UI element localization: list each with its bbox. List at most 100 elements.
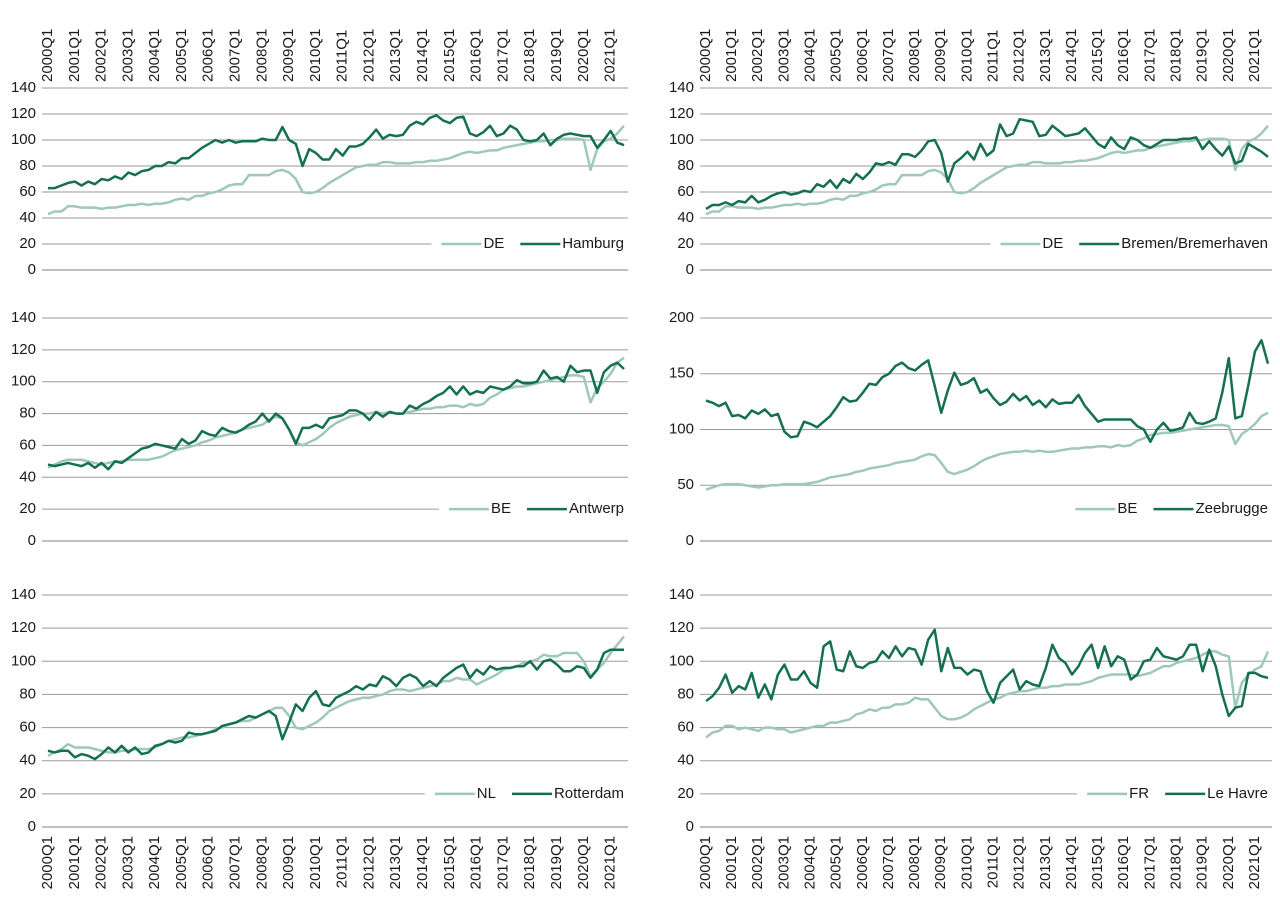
x-tick-label: 2013Q1 xyxy=(387,836,404,889)
x-tick-label: 2017Q1 xyxy=(494,836,511,889)
y-tick-label: 80 xyxy=(677,685,694,702)
x-tick-label: 2018Q1 xyxy=(521,836,538,889)
legend-label: DE xyxy=(1042,235,1063,252)
x-tick-label: 2006Q1 xyxy=(854,29,871,82)
series-line xyxy=(47,635,625,757)
x-tick-label: 2005Q1 xyxy=(828,836,845,889)
legend: BE Zeebrugge xyxy=(1065,498,1274,521)
x-tick-label: 2006Q1 xyxy=(854,836,871,889)
series-line xyxy=(705,650,1270,739)
x-tick-label: 2009Q1 xyxy=(932,29,949,82)
series-line xyxy=(47,356,625,469)
x-tick-label: 2017Q1 xyxy=(1141,836,1158,889)
x-tick-label: 2013Q1 xyxy=(387,29,404,82)
x-tick-label: 2019Q1 xyxy=(548,29,565,82)
x-tick-label: 2000Q1 xyxy=(697,29,714,82)
x-tick-label: 2018Q1 xyxy=(521,29,538,82)
x-tick-label: 2007Q1 xyxy=(227,29,244,82)
x-tick-label: 2011Q1 xyxy=(985,30,1002,82)
x-tick-label: 2013Q1 xyxy=(1037,29,1054,82)
y-tick-label: 100 xyxy=(11,373,36,390)
x-tick-label: 2003Q1 xyxy=(119,836,136,889)
x-tick-label: 2014Q1 xyxy=(414,836,431,889)
x-tick-label: 2020Q1 xyxy=(575,836,592,889)
y-tick-label: 50 xyxy=(677,476,694,493)
x-tick-label: 2006Q1 xyxy=(200,836,217,889)
x-tick-label: 2019Q1 xyxy=(1194,836,1211,889)
x-tick-label: 2012Q1 xyxy=(1011,836,1028,889)
legend-label: Le Havre xyxy=(1207,785,1268,802)
x-tick-label: 2019Q1 xyxy=(548,836,565,889)
legend-label: Bremen/Bremerhaven xyxy=(1121,235,1268,252)
x-tick-label: 2012Q1 xyxy=(360,29,377,82)
y-tick-label: 40 xyxy=(677,752,694,769)
series-line xyxy=(47,648,624,761)
x-tick-label: 2009Q1 xyxy=(932,836,949,889)
x-tick-label: 2005Q1 xyxy=(173,29,190,82)
series-line xyxy=(47,361,625,471)
legend-label: DE xyxy=(483,235,504,252)
x-tick-label: 2005Q1 xyxy=(173,836,190,889)
x-tick-label: 2017Q1 xyxy=(494,29,511,82)
y-tick-label: 60 xyxy=(19,183,36,200)
series-line xyxy=(705,117,1269,210)
x-tick-label: 2020Q1 xyxy=(1220,29,1237,82)
y-tick-label: 120 xyxy=(669,105,694,122)
x-tick-label: 2001Q1 xyxy=(723,29,740,82)
legend-label: FR xyxy=(1129,785,1149,802)
series-line xyxy=(705,339,1270,444)
y-tick-label: 20 xyxy=(19,235,36,252)
x-tick-label: 2000Q1 xyxy=(39,29,56,82)
y-tick-label: 100 xyxy=(11,652,36,669)
x-tick-label: 2010Q1 xyxy=(307,29,324,82)
y-tick-label: 140 xyxy=(11,79,36,96)
y-tick-label: 60 xyxy=(19,436,36,453)
x-tick-label: 2009Q1 xyxy=(280,29,297,82)
x-tick-label: 2010Q1 xyxy=(958,836,975,889)
x-tick-label: 2000Q1 xyxy=(697,836,714,889)
legend-label: Zeebrugge xyxy=(1195,500,1268,517)
x-tick-label: 2016Q1 xyxy=(468,29,485,82)
legend: DE Bremen/Bremerhaven xyxy=(990,232,1274,255)
y-tick-label: 200 xyxy=(669,309,694,326)
x-tick-label: 2008Q1 xyxy=(253,29,270,82)
y-tick-label: 40 xyxy=(677,209,694,226)
legend: NL Rotterdam xyxy=(424,782,630,805)
legend-label: BE xyxy=(1117,500,1137,517)
legend-label: Antwerp xyxy=(569,500,624,517)
x-tick-label: 2020Q1 xyxy=(575,29,592,82)
legend: BE Antwerp xyxy=(438,498,630,521)
y-tick-label: 0 xyxy=(28,818,36,835)
x-tick-label: 2014Q1 xyxy=(1063,29,1080,82)
x-tick-label: 2016Q1 xyxy=(1115,29,1132,82)
x-tick-label: 2015Q1 xyxy=(1089,29,1106,82)
x-tick-label: 2015Q1 xyxy=(1089,836,1106,889)
y-tick-label: 100 xyxy=(669,131,694,148)
legend-label: Hamburg xyxy=(562,235,624,252)
y-tick-label: 80 xyxy=(19,157,36,174)
y-tick-label: 80 xyxy=(677,157,694,174)
series-line xyxy=(705,628,1269,718)
series-line xyxy=(47,124,625,216)
x-tick-label: 2011Q1 xyxy=(985,836,1002,888)
x-tick-label: 2002Q1 xyxy=(749,29,766,82)
y-tick-label: 60 xyxy=(677,183,694,200)
x-tick-label: 2000Q1 xyxy=(39,836,56,889)
y-tick-label: 140 xyxy=(669,79,694,96)
y-tick-label: 60 xyxy=(677,719,694,736)
x-tick-label: 2021Q1 xyxy=(1246,29,1263,82)
y-tick-label: 150 xyxy=(669,365,694,382)
x-tick-label: 2008Q1 xyxy=(906,836,923,889)
y-tick-label: 100 xyxy=(669,652,694,669)
x-tick-label: 2004Q1 xyxy=(146,836,163,889)
y-tick-label: 0 xyxy=(28,261,36,278)
x-tick-label: 2005Q1 xyxy=(828,29,845,82)
x-tick-label: 2015Q1 xyxy=(441,836,458,889)
x-tick-label: 2002Q1 xyxy=(93,836,110,889)
series-line xyxy=(705,124,1269,216)
x-tick-label: 2010Q1 xyxy=(958,29,975,82)
y-tick-label: 40 xyxy=(19,468,36,485)
y-tick-label: 20 xyxy=(19,785,36,802)
x-tick-label: 2004Q1 xyxy=(146,29,163,82)
